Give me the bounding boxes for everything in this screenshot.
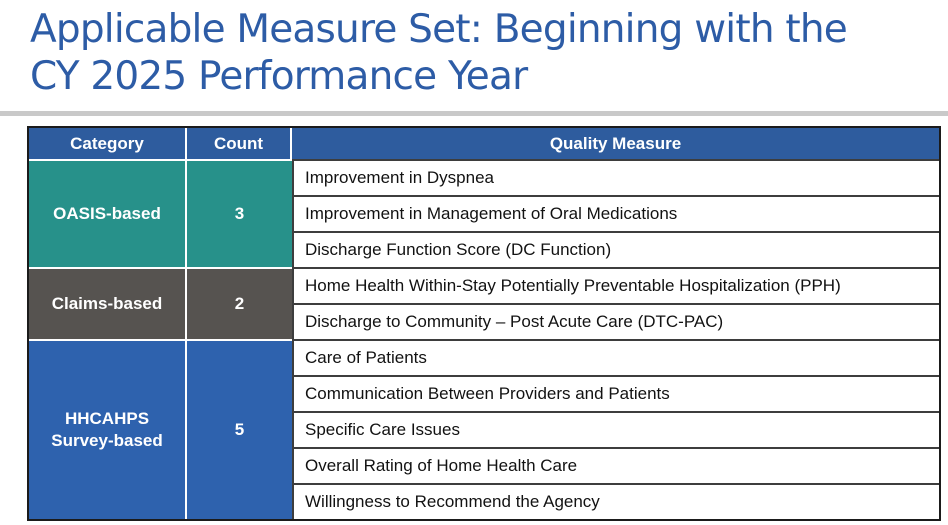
measure-cell: Improvement in Dyspnea xyxy=(292,159,939,195)
count-cell-oasis-based: 3 xyxy=(187,159,292,267)
measure-cell: Communication Between Providers and Pati… xyxy=(292,375,939,411)
measure-cell: Care of Patients xyxy=(292,339,939,375)
column-header-category: Category xyxy=(29,128,187,159)
category-cell-oasis-based: OASIS-based xyxy=(29,159,187,267)
category-cell-hhcahps-survey-based: HHCAHPS Survey-based xyxy=(29,339,187,519)
column-header-count: Count xyxy=(187,128,292,159)
measure-cell: Overall Rating of Home Health Care xyxy=(292,447,939,483)
quality-measure-table: Category Count Quality Measure OASIS-bas… xyxy=(27,126,941,521)
column-header-quality-measure: Quality Measure xyxy=(292,128,939,159)
page-title: Applicable Measure Set: Beginning with t… xyxy=(30,6,948,100)
page-title-line1: Applicable Measure Set: Beginning with t… xyxy=(30,7,848,52)
measure-cell: Discharge Function Score (DC Function) xyxy=(292,231,939,267)
measure-cell: Discharge to Community – Post Acute Care… xyxy=(292,303,939,339)
page-title-line2: CY 2025 Performance Year xyxy=(30,54,528,99)
category-cell-claims-based: Claims-based xyxy=(29,267,187,339)
count-cell-claims-based: 2 xyxy=(187,267,292,339)
measure-cell: Home Health Within-Stay Potentially Prev… xyxy=(292,267,939,303)
measure-cell: Specific Care Issues xyxy=(292,411,939,447)
count-cell-hhcahps-survey-based: 5 xyxy=(187,339,292,519)
measure-cell: Willingness to Recommend the Agency xyxy=(292,483,939,519)
title-divider-rule xyxy=(0,111,948,116)
measure-cell: Improvement in Management of Oral Medica… xyxy=(292,195,939,231)
